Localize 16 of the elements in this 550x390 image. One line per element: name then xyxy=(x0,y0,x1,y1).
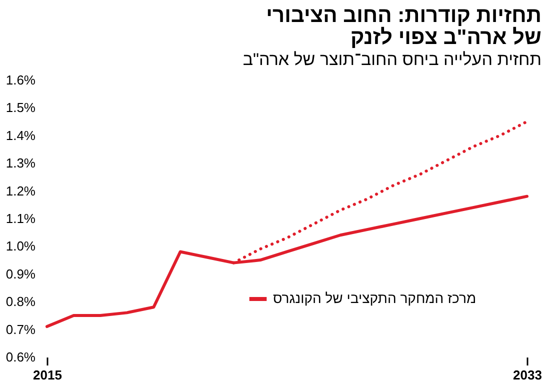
y-tick-label: 1.0% xyxy=(6,238,36,254)
y-tick-label: 0.7% xyxy=(6,322,36,337)
y-tick-label: 1.3% xyxy=(6,156,36,171)
y-tick-label: 1.2% xyxy=(6,183,36,198)
y-tick-label: 1.6% xyxy=(6,72,36,88)
y-tick-label: 1.4% xyxy=(6,128,36,143)
chart-title: תחזיות קודרות: החוב הציבורי של ארה"ב צפוי לזנק xyxy=(266,4,542,49)
y-tick-label: 0.8% xyxy=(6,294,36,310)
chart-subtitle: תחזית העלייה ביחס החוב־תוצר של ארה"ב xyxy=(242,50,542,69)
legend-label: מרכז המחקר התקציבי של הקונגרס xyxy=(273,290,476,306)
y-tick-label: 1.5% xyxy=(6,100,36,116)
x-tick-label: 2015 xyxy=(33,368,62,382)
x-tick-label: 2033 xyxy=(513,368,542,382)
y-tick-label: 0.9% xyxy=(6,266,36,282)
y-tick-label: 1.1% xyxy=(6,211,36,226)
y-tick-label: 0.6% xyxy=(6,350,36,364)
